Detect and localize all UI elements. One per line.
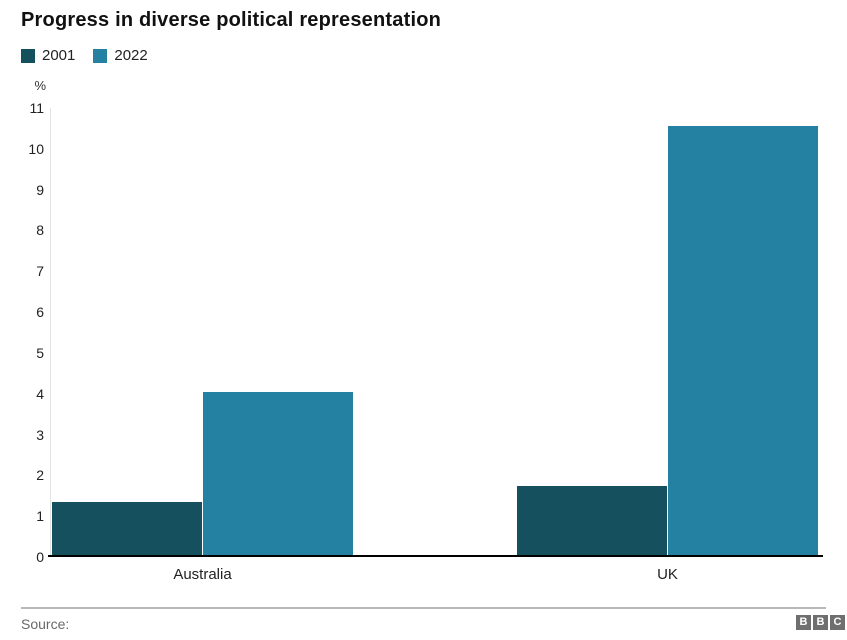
chart-title: Progress in diverse political representa… [21,9,442,31]
bar-uk-2001 [517,485,667,555]
y-tick-label: 4 [36,385,44,402]
y-tick-label: 8 [36,222,44,239]
y-axis-line [50,108,51,557]
legend-label: 2022 [114,47,148,64]
y-tick-label: 11 [29,100,44,116]
legend-item-2022: 2022 [93,47,148,64]
bar-australia-2001 [52,501,202,555]
x-category-label-uk: UK [657,566,678,583]
y-tick-label: 2 [36,467,44,484]
x-category-label-australia: Australia [173,566,232,583]
bbc-logo-block: C [830,615,845,630]
y-tick-label: 1 [36,508,44,525]
source-label: Source: [21,616,70,632]
y-tick-label: 7 [36,263,44,280]
x-axis-line [48,555,823,557]
y-tick-label: 6 [36,304,44,321]
y-tick-label: 0 [36,549,44,565]
plot-area [48,108,823,557]
legend-label: 2001 [42,47,76,64]
bbc-logo-block: B [813,615,828,630]
y-tick-label: 5 [36,344,44,361]
y-tick-label: 9 [36,181,44,198]
bbc-logo: B B C [796,615,845,630]
legend-swatch [21,48,35,63]
bar-australia-2022 [203,391,353,555]
legend-item-2001: 2001 [21,47,75,64]
footer-divider [21,607,826,609]
legend-swatch [93,48,108,63]
y-tick-label: 10 [28,140,44,157]
bbc-logo-block: B [796,615,811,630]
y-axis-unit-label: % [34,78,46,93]
y-tick-label: 3 [36,426,44,443]
legend: 2001 2022 [21,47,148,64]
bar-uk-2022 [668,126,818,555]
